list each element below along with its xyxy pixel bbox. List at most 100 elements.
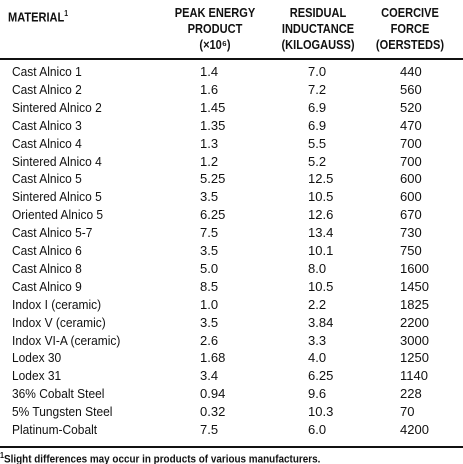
value-cell: 0.32 (200, 404, 226, 420)
value-cell: 700 (400, 153, 422, 169)
material-cell: Cast Alnico 3 (12, 117, 82, 133)
value-cell: 70 (400, 404, 415, 420)
header-cell: PEAK ENERGY (174, 5, 256, 20)
value-cell: 10.5 (308, 189, 334, 205)
value-cell: 700 (400, 135, 422, 151)
value-cell: 228 (400, 386, 422, 402)
value-cell: 1.6 (200, 81, 219, 97)
footnote: 1Slight differences may occur in product… (0, 448, 320, 464)
value-cell: 1450 (400, 278, 429, 294)
value-cell: 2.6 (200, 332, 219, 348)
value-cell: 10.3 (308, 404, 334, 420)
value-cell: 8.0 (308, 260, 327, 276)
value-cell: 6.25 (200, 207, 226, 223)
material-cell: Cast Alnico 1 (12, 64, 82, 79)
value-cell: 3.5 (200, 314, 219, 330)
value-cell: 3.84 (308, 314, 334, 330)
footer-rule (0, 446, 463, 448)
material-cell: Sintered Alnico 4 (12, 153, 102, 169)
value-cell: 730 (400, 225, 422, 241)
value-cell: 1.4 (200, 64, 219, 79)
header-cell: (×10⁶) (199, 37, 231, 52)
value-cell: 560 (400, 81, 422, 97)
header-cell: INDUCTANCE (281, 21, 355, 36)
value-cell: 3.5 (200, 189, 219, 205)
value-cell: 7.5 (200, 422, 219, 437)
material-cell: Cast Alnico 4 (12, 135, 82, 151)
material-cell: Cast Alnico 5 (12, 171, 82, 187)
value-cell: 6.25 (308, 368, 334, 384)
value-cell: 8.5 (200, 278, 219, 294)
value-cell: 670 (400, 207, 422, 223)
material-cell: Sintered Alnico 5 (12, 189, 102, 205)
material-cell: Indox I (ceramic) (12, 296, 102, 312)
value-cell: 5.0 (200, 260, 219, 276)
material-cell: Oriented Alnico 5 (12, 207, 104, 223)
material-cell: Sintered Alnico 2 (12, 99, 102, 115)
material-cell: Cast Alnico 9 (12, 278, 82, 294)
value-cell: 6.9 (308, 117, 327, 133)
material-cell: Lodex 30 (12, 350, 62, 366)
value-cell: 440 (400, 64, 422, 79)
value-cell: 6.9 (308, 99, 327, 115)
footnote-ref: 1 (64, 9, 69, 18)
header-cell: RESIDUAL (289, 5, 347, 20)
value-cell: 7.0 (308, 64, 327, 79)
material-cell: 5% Tungsten Steel (12, 404, 113, 420)
value-cell: 10.5 (308, 278, 334, 294)
material-cell: Cast Alnico 8 (12, 260, 82, 276)
value-cell: 3.3 (308, 332, 327, 348)
value-cell: 600 (400, 171, 422, 187)
value-cell: 5.25 (200, 171, 226, 187)
value-cell: 1825 (400, 296, 429, 312)
value-cell: 1.2 (200, 153, 219, 169)
value-cell: 3000 (400, 332, 429, 348)
value-cell: 2.2 (308, 296, 327, 312)
value-cell: 1600 (400, 260, 429, 276)
value-cell: 4.0 (308, 350, 327, 366)
material-cell: Indox VI-A (ceramic) (12, 332, 121, 348)
value-cell: 6.0 (308, 422, 327, 437)
value-cell: 600 (400, 189, 422, 205)
header-cell: COERCIVE (381, 5, 439, 20)
header-cell: FORCE (390, 21, 430, 36)
material-cell: Cast Alnico 5-7 (12, 225, 93, 241)
value-cell: 4200 (400, 422, 429, 437)
header-cell: PRODUCT (187, 21, 243, 36)
value-cell: 520 (400, 99, 422, 115)
value-cell: 3.5 (200, 243, 219, 258)
header-text: MATERIAL (8, 9, 65, 25)
value-cell: 1.68 (200, 350, 226, 366)
value-cell: 7.5 (200, 225, 219, 241)
value-cell: 1250 (400, 350, 429, 366)
header-rule (0, 58, 463, 60)
footnote-text: Slight differences may occur in products… (4, 453, 321, 464)
value-cell: 0.94 (200, 386, 226, 402)
value-cell: 1.0 (200, 296, 219, 312)
header-cell: (OERSTEDS) (375, 37, 445, 52)
material-cell: Lodex 31 (12, 368, 62, 384)
value-cell: 9.6 (308, 386, 327, 402)
material-cell: 36% Cobalt Steel (12, 386, 105, 402)
value-cell: 3.4 (200, 368, 219, 384)
value-cell: 5.5 (308, 135, 327, 151)
material-cell: Cast Alnico 2 (12, 81, 82, 97)
value-cell: 5.2 (308, 153, 327, 169)
value-cell: 470 (400, 117, 422, 133)
header-cell: (KILOGAUSS) (281, 37, 355, 52)
value-cell: 10.1 (308, 243, 334, 258)
footnote-mark: 1 (0, 451, 5, 460)
value-cell: 13.4 (308, 225, 334, 241)
value-cell: 12.5 (308, 171, 334, 187)
value-cell: 1.45 (200, 99, 226, 115)
header-material: MATERIAL1 (8, 6, 68, 25)
value-cell: 1140 (400, 368, 428, 384)
value-cell: 2200 (400, 314, 429, 330)
value-cell: 7.2 (308, 81, 327, 97)
material-cell: Cast Alnico 6 (12, 243, 82, 258)
value-cell: 1.35 (200, 117, 226, 133)
value-cell: 12.6 (308, 207, 334, 223)
material-cell: Platinum-Cobalt (12, 422, 98, 437)
material-cell: Indox V (ceramic) (12, 314, 106, 330)
